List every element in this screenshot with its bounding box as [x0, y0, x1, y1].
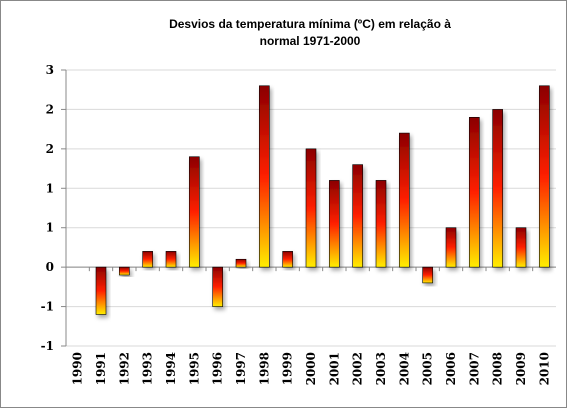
x-tick-label: 1997: [234, 352, 248, 385]
chart-title: Desvios da temperatura mínima (ºC) em re…: [169, 17, 451, 31]
x-tick-label: 2009: [514, 352, 528, 385]
bar: [235, 258, 247, 268]
y-tick-label: -1: [41, 300, 54, 314]
bar: [212, 266, 223, 307]
x-tick-label: 2003: [374, 352, 388, 385]
x-tick-label: 1992: [117, 352, 131, 385]
bar: [305, 148, 317, 268]
bar: [329, 180, 340, 268]
x-tick-label: 2001: [327, 352, 341, 385]
bar: [492, 109, 503, 268]
x-tick-label: 1999: [281, 352, 295, 385]
y-tick-label: 2: [46, 142, 54, 156]
x-tick-label: 1998: [257, 352, 271, 385]
x-tick-label: 1995: [187, 352, 201, 385]
x-tick-label: 1994: [164, 352, 178, 385]
y-tick-label: -1: [41, 339, 54, 353]
x-tick-label: 1990: [71, 352, 85, 385]
x-tick-label: 2007: [467, 352, 481, 385]
x-tick-label: 2002: [351, 352, 365, 385]
bar: [119, 266, 130, 276]
x-tick-label: 1996: [211, 352, 225, 385]
bar: [95, 266, 107, 315]
bar: [282, 251, 293, 268]
y-tick-label: 0: [46, 260, 54, 274]
y-tick-label: 1: [46, 221, 54, 235]
bar: [422, 266, 433, 284]
x-tick-label: 1991: [94, 352, 108, 385]
bar: [515, 227, 527, 268]
bar: [259, 85, 270, 268]
x-tick-label: 2005: [421, 352, 435, 385]
bar: [399, 132, 410, 268]
x-tick-label: 2000: [304, 352, 318, 385]
bar: [445, 227, 457, 268]
y-tick-label: 2: [46, 102, 54, 116]
bar: [142, 251, 153, 268]
bar: [375, 180, 387, 268]
x-tick-label: 2004: [397, 352, 411, 385]
bar: [352, 164, 363, 268]
bar: [469, 117, 480, 268]
bar: [539, 85, 550, 268]
x-tick-label: 2010: [537, 352, 551, 385]
x-tick-label: 2006: [444, 352, 458, 385]
y-tick-label: 1: [46, 181, 54, 195]
bar: [165, 251, 177, 268]
x-tick-label: 1993: [141, 352, 155, 385]
x-tick-label: 2008: [491, 352, 505, 385]
bar: [189, 156, 200, 268]
y-tick-label: 3: [46, 63, 54, 77]
chart-title: normal 1971-2000: [260, 34, 361, 48]
